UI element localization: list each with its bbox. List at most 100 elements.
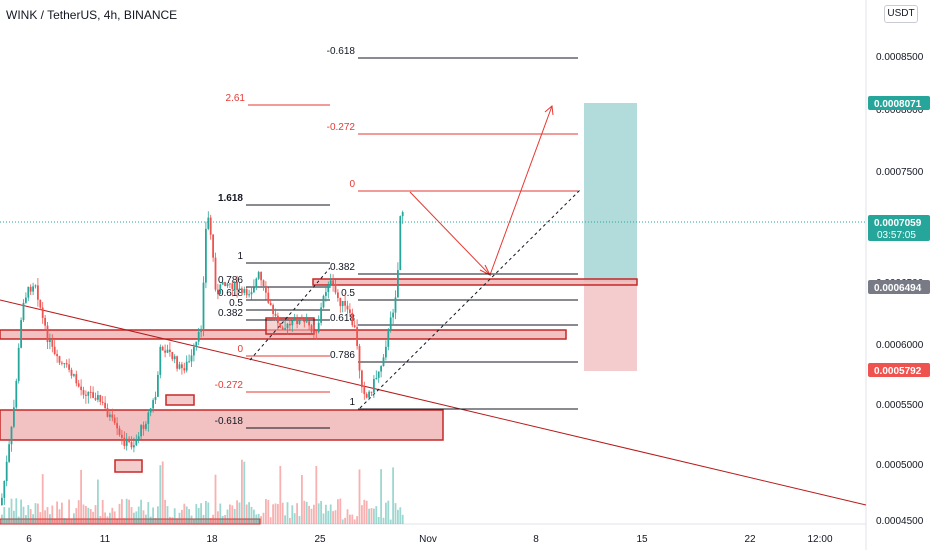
- volume-bar: [380, 469, 382, 524]
- volume-bar: [349, 514, 351, 524]
- time-tick-label: 11: [100, 534, 111, 545]
- volume-bar: [296, 503, 298, 524]
- price-tag-label: 0.0006494: [874, 283, 922, 294]
- candle-body: [152, 400, 154, 409]
- volume-bar: [49, 514, 51, 524]
- candle-body: [145, 423, 147, 429]
- fib-right-level-label: 0.786: [330, 350, 355, 361]
- candle-body: [130, 441, 133, 448]
- volume-bar: [346, 509, 349, 524]
- volume-bar: [128, 499, 130, 524]
- candle-body: [111, 414, 114, 418]
- volume-bar: [133, 512, 135, 524]
- candle-body: [142, 425, 145, 429]
- volume-bar: [164, 499, 166, 524]
- candle-body: [39, 299, 42, 308]
- candle-body: [298, 319, 301, 325]
- time-tick-label: 8: [533, 534, 539, 545]
- entry-zone[interactable]: [312, 278, 638, 286]
- candle-body: [99, 395, 102, 402]
- time-axis[interactable]: 6 11 18 25 Nov 8 15 22 12:00: [26, 534, 833, 545]
- candle-body: [303, 320, 306, 323]
- loss-zone[interactable]: [584, 283, 637, 371]
- volume-bar: [142, 510, 145, 524]
- candle-body: [68, 364, 70, 370]
- volume-bar: [248, 502, 250, 524]
- volume-bar: [87, 507, 90, 524]
- candle-body: [183, 368, 186, 371]
- volume-bar: [58, 509, 61, 524]
- candle-body: [166, 349, 169, 353]
- fib-trend-dashed-right[interactable]: [359, 189, 581, 409]
- volume-bar: [308, 505, 310, 524]
- small-zone-b[interactable]: [114, 459, 143, 473]
- candle-body: [34, 285, 37, 287]
- profit-zone[interactable]: [584, 103, 637, 282]
- candle-body: [149, 408, 152, 413]
- volume-bar: [97, 479, 99, 524]
- candle-body: [205, 228, 207, 283]
- small-zone-a[interactable]: [165, 394, 195, 406]
- candle-body: [341, 300, 344, 307]
- candle-body: [65, 363, 68, 365]
- candle-body: [334, 284, 337, 293]
- volume-bar: [298, 516, 301, 524]
- fib-left-level-label: -0.272: [215, 380, 244, 391]
- price-tag-bg: [868, 280, 930, 294]
- candle-body: [17, 347, 20, 381]
- volume-bar: [94, 505, 97, 524]
- time-tick-label: 22: [744, 534, 756, 545]
- projection-arrow-head: [544, 105, 554, 116]
- volume-bar: [241, 459, 243, 524]
- candle-body: [70, 369, 73, 376]
- volume-bar: [200, 503, 202, 524]
- candle-body: [363, 387, 366, 395]
- volume-bar: [281, 502, 284, 524]
- fib-retracement-right[interactable]: -0.618 2.61 -0.272 0 0.382 0.5 0.618 0.786 1: [226, 46, 578, 410]
- candle-body: [8, 444, 10, 462]
- candle-body: [377, 371, 380, 378]
- volume-bar: [154, 517, 157, 524]
- volume-bar: [111, 507, 114, 524]
- volume-bar: [277, 504, 279, 524]
- candle-body: [3, 480, 6, 498]
- candle-body: [207, 217, 210, 229]
- candle-body: [255, 278, 258, 288]
- price-tick-label: 0.0008000: [876, 105, 924, 116]
- volume-bar: [334, 510, 337, 524]
- candle-body: [214, 257, 217, 290]
- trend-line[interactable]: [0, 299, 867, 506]
- candle-body: [159, 346, 162, 375]
- candle-body: [349, 309, 351, 313]
- volume-bar: [377, 516, 380, 524]
- candle-body: [296, 318, 298, 325]
- volume-bar: [123, 518, 126, 524]
- candle-body: [137, 436, 140, 440]
- fib-right-level-label: 1: [349, 397, 355, 408]
- volume-bar: [370, 508, 373, 524]
- volume-bar: [339, 498, 342, 524]
- volume-bar: [185, 506, 188, 524]
- volume-bar: [135, 511, 138, 524]
- candle-body: [133, 445, 135, 448]
- candle-body: [157, 374, 159, 397]
- currency-button[interactable]: USDT: [884, 5, 918, 23]
- candle-body: [49, 339, 51, 342]
- candle-body: [370, 391, 373, 393]
- demand-zone-lower[interactable]: [0, 409, 444, 441]
- candle-body: [325, 292, 327, 296]
- fib-trend-dashed-left[interactable]: [249, 267, 331, 361]
- volume-bar: [73, 513, 75, 524]
- fib-right-level-label: -0.272: [327, 122, 356, 133]
- volume-bar: [63, 518, 66, 524]
- volume-bar: [368, 508, 370, 524]
- fib-right-level-label: 0.618: [330, 313, 355, 324]
- candle-body: [387, 329, 390, 347]
- candle-body: [329, 280, 332, 286]
- candle-body: [116, 423, 118, 429]
- price-tag-label: 0.0005792: [874, 366, 922, 377]
- volume-bar: [272, 504, 274, 524]
- volume-bar: [392, 467, 394, 524]
